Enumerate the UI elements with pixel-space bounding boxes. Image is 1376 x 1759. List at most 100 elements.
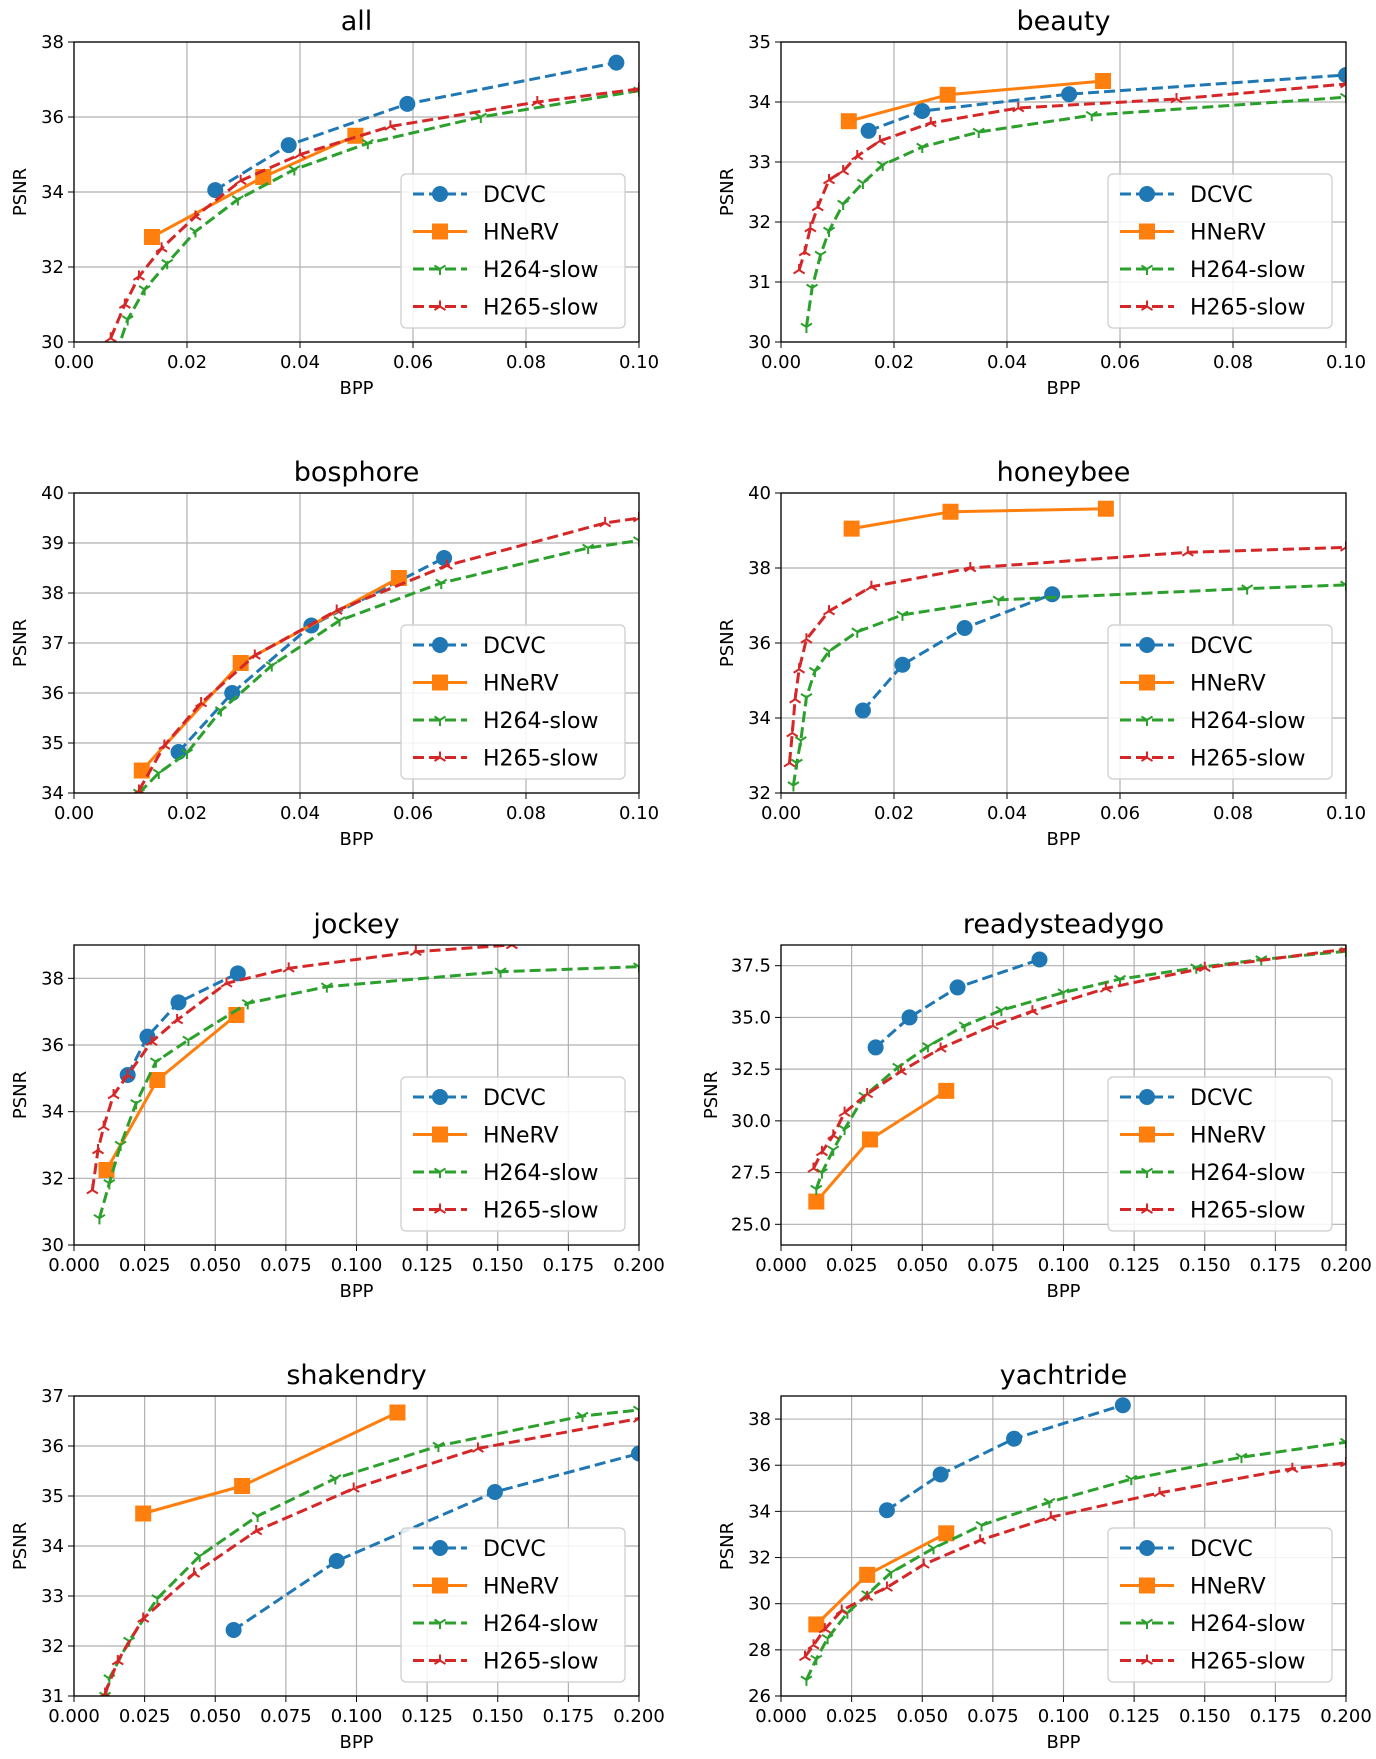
data-point-h265-slow [822,174,836,185]
series-line-hnerv [815,1089,948,1203]
x-tick-label: 0.100 [331,1255,383,1276]
data-point-h264-slow [152,768,165,779]
y-tick-label: 35 [41,1486,64,1507]
x-tick-label: 0.02 [874,803,914,824]
data-point-dcvc [1031,951,1048,968]
data-point-dcvc [867,1039,884,1056]
plot-frame [780,944,1347,1246]
legend-label-hnerv: HNeRV [1190,1575,1266,1600]
data-point-dcvc [894,656,911,673]
series-line-h264-slow [805,1440,1346,1681]
x-tick-label: 0.000 [48,1255,100,1276]
data-point-h265-slow [807,1639,820,1650]
legend-label-dcvc: DCVC [1190,1086,1253,1111]
series-line-hnerv [140,576,400,772]
x-axis-label: BPP [1046,1281,1080,1302]
x-tick-label: 0.08 [506,803,546,824]
legend-label-dcvc: DCVC [1190,634,1253,659]
data-point-h264-slow [806,283,819,294]
x-tick-label: 0.050 [896,1706,948,1727]
data-point-h264-slow [800,322,813,333]
data-point-h264-slow [921,1042,934,1053]
data-point-h265-slow [786,727,799,738]
x-tick-label: 0.150 [1179,1706,1231,1727]
data-point-dcvc [225,1622,242,1638]
data-point-h264-slow [837,199,850,210]
x-tick-label: 0.04 [987,803,1027,824]
data-point-h265-slow [783,757,796,768]
data-point-h265-slow [440,559,453,570]
y-tick-label: 36 [41,107,64,128]
data-point-h264-slow [494,967,507,978]
x-tick-label: 0.00 [761,352,801,373]
legend-marker-hnerv [1139,674,1155,691]
data-point-hnerv [135,1505,152,1522]
y-tick-label: 37 [41,633,64,654]
x-tick-label: 0.200 [1320,1255,1372,1276]
x-tick-label: 0.00 [54,803,94,824]
data-point-h265-slow [924,117,937,128]
series-line-h265-slow [103,1417,639,1695]
data-point-h264-slow [632,962,639,973]
data-point-dcvc [207,182,224,199]
data-point-h265-slow [861,1590,874,1602]
y-axis-label: PSNR [10,1522,31,1570]
series-line-h265-slow [109,87,639,339]
data-point-hnerv [939,86,956,103]
series-line-dcvc [126,971,239,1076]
data-point-h265-slow [189,210,202,221]
x-tick-label: 0.025 [119,1706,171,1727]
y-tick-label: 32 [748,212,771,233]
legend-marker-hnerv [432,674,448,691]
data-point-dcvc [1061,86,1078,103]
data-point-h264-slow [1339,92,1346,104]
x-tick-label: 0.050 [189,1255,241,1276]
data-point-dcvc [932,1466,949,1483]
data-point-h265-slow [133,784,145,793]
x-tick-label: 0.125 [401,1255,453,1276]
y-tick-label: 37.5 [731,956,771,977]
data-point-h264-slow [822,646,836,658]
legend-marker-h264-slow [433,264,447,275]
legend-label-h264-slow: H264-slow [483,709,599,734]
legend: DCVC HNeRV H264-slow H265-slow [400,1076,626,1232]
legend-label-dcvc: DCVC [483,183,546,208]
series-line-h264-slow [814,949,1346,1190]
data-point-h265-slow [811,201,824,212]
data-point-hnerv [840,113,857,130]
y-tick-label: 38 [41,583,64,604]
data-point-h264-slow [927,1543,940,1555]
y-tick-label: 38 [41,968,64,989]
data-point-h264-slow [896,610,909,621]
legend: DCVC HNeRV H264-slow H265-slow [400,173,626,329]
x-tick-label: 0.10 [1326,352,1366,373]
series-line-hnerv [105,1013,238,1171]
data-point-h264-slow [995,1005,1008,1017]
data-point-h265-slow [155,242,168,253]
legend-marker-h264-slow [1140,1167,1154,1178]
data-point-dcvc [1006,1430,1023,1447]
legend-label-h265-slow: H265-slow [483,1199,599,1224]
legend-box [1107,1527,1333,1683]
series-line-h265-slow [803,1461,1346,1658]
data-point-h264-slow [815,1168,828,1179]
legend-label-h264-slow: H264-slow [1190,1161,1306,1186]
legend-marker-dcvc [1139,1540,1155,1556]
legend-marker-h265-slow [1140,1203,1154,1214]
data-point-h264-slow [810,1654,823,1666]
x-tick-label: 0.150 [472,1255,524,1276]
data-point-h264-slow [149,1057,162,1068]
data-point-h265-slow [1286,1462,1299,1474]
y-tick-label: 32 [41,1636,64,1657]
x-tick-label: 0.00 [54,352,94,373]
legend-box [1107,1076,1333,1232]
x-tick-label: 0.100 [1038,1706,1090,1727]
data-point-h265-slow [111,1655,124,1666]
data-point-h264-slow [265,661,278,672]
x-tick-label: 0.025 [826,1255,878,1276]
x-axis-label: BPP [339,378,373,399]
data-point-h265-slow [220,977,233,988]
data-point-h265-slow [282,962,295,973]
data-point-hnerv [1097,500,1114,517]
data-point-h265-slow [97,1120,110,1132]
